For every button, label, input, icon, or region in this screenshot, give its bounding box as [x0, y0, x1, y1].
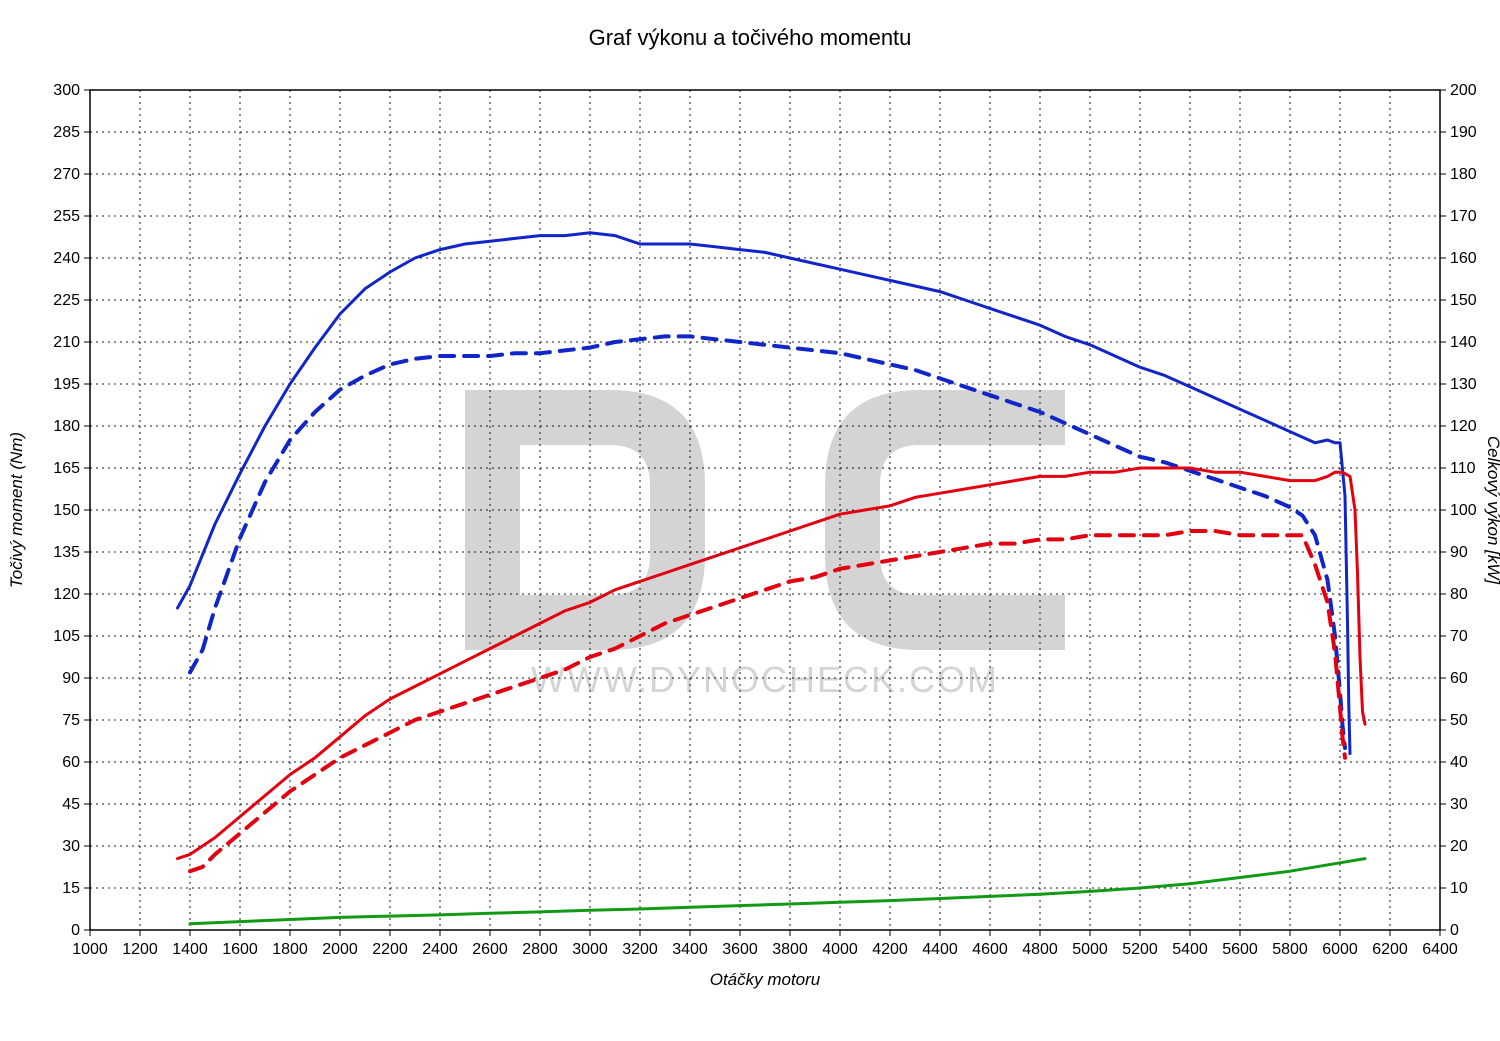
- y-left-tick-label: 240: [53, 250, 80, 267]
- y-left-tick-label: 0: [71, 922, 80, 939]
- y-right-tick-label: 70: [1450, 628, 1468, 645]
- y-left-tick-label: 150: [53, 502, 80, 519]
- y-right-ticks: 0 10 20 30 40 50 60 70 80 90 100 110 120 130 140 150 160…: [1440, 82, 1477, 939]
- x-tick-label: 2600: [472, 941, 508, 958]
- y-right-tick-label: 30: [1450, 796, 1468, 813]
- y-left-tick-label: 225: [53, 292, 80, 309]
- y-left-tick-label: 75: [62, 712, 80, 729]
- y-left-tick-label: 15: [62, 880, 80, 897]
- y-left-tick-label: 210: [53, 334, 80, 351]
- y-right-tick-label: 130: [1450, 376, 1477, 393]
- x-tick-label: 5600: [1222, 941, 1258, 958]
- x-tick-label: 6200: [1372, 941, 1408, 958]
- x-tick-label: 2000: [322, 941, 358, 958]
- x-tick-label: 4200: [872, 941, 908, 958]
- x-tick-label: 1200: [122, 941, 158, 958]
- x-tick-label: 1800: [272, 941, 308, 958]
- watermark-text: WWW.DYNOCHECK.COM: [531, 659, 999, 700]
- x-tick-label: 3000: [572, 941, 608, 958]
- y-left-tick-label: 60: [62, 754, 80, 771]
- y-left-tick-label: 105: [53, 628, 80, 645]
- y-right-tick-label: 190: [1450, 124, 1477, 141]
- x-tick-label: 3600: [722, 941, 758, 958]
- y-left-tick-label: 45: [62, 796, 80, 813]
- x-tick-label: 4800: [1022, 941, 1058, 958]
- x-tick-label: 5200: [1122, 941, 1158, 958]
- x-tick-label: 5400: [1172, 941, 1208, 958]
- y-left-tick-label: 300: [53, 82, 80, 99]
- y-left-tick-label: 195: [53, 376, 80, 393]
- y-right-tick-label: 110: [1450, 460, 1476, 477]
- y-right-tick-label: 40: [1450, 754, 1468, 771]
- x-tick-label: 3400: [672, 941, 708, 958]
- y-left-tick-label: 135: [53, 544, 80, 561]
- y-right-tick-label: 100: [1450, 502, 1477, 519]
- gridlines: [90, 90, 1440, 930]
- x-tick-label: 5000: [1072, 941, 1108, 958]
- dyno-chart: Graf výkonu a točivého momentu WWW.DYNOC…: [0, 0, 1500, 1041]
- y-left-tick-label: 180: [53, 418, 80, 435]
- y-right-tick-label: 180: [1450, 166, 1477, 183]
- y-left-tick-label: 285: [53, 124, 80, 141]
- y-right-tick-label: 140: [1450, 334, 1477, 351]
- x-tick-label: 1000: [72, 941, 108, 958]
- y-right-tick-label: 120: [1450, 418, 1477, 435]
- y-left-tick-label: 270: [53, 166, 80, 183]
- y-right-label: Celkový výkon [kW]: [1484, 436, 1500, 586]
- y-left-tick-label: 90: [62, 670, 80, 687]
- x-tick-label: 4000: [822, 941, 858, 958]
- x-tick-label: 6400: [1422, 941, 1458, 958]
- y-right-tick-label: 60: [1450, 670, 1468, 687]
- x-tick-label: 2800: [522, 941, 558, 958]
- data-series: [178, 233, 1366, 924]
- x-tick-label: 3800: [772, 941, 808, 958]
- y-right-tick-label: 20: [1450, 838, 1468, 855]
- x-axis-label: Otáčky motoru: [710, 970, 821, 989]
- y-left-tick-label: 165: [53, 460, 80, 477]
- x-tick-label: 1400: [172, 941, 208, 958]
- y-right-tick-label: 10: [1450, 880, 1468, 897]
- x-tick-label: 4400: [922, 941, 958, 958]
- series-green_line: [190, 859, 1365, 924]
- y-left-tick-label: 255: [53, 208, 80, 225]
- x-tick-label: 4600: [972, 941, 1008, 958]
- y-left-tick-label: 120: [53, 586, 80, 603]
- series-power_before_dashed_red: [190, 531, 1345, 871]
- x-tick-label: 2400: [422, 941, 458, 958]
- y-right-tick-label: 90: [1450, 544, 1468, 561]
- y-right-tick-label: 200: [1450, 82, 1477, 99]
- chart-title: Graf výkonu a točivého momentu: [589, 25, 912, 50]
- x-tick-label: 5800: [1272, 941, 1308, 958]
- y-right-tick-label: 0: [1450, 922, 1459, 939]
- y-right-tick-label: 160: [1450, 250, 1477, 267]
- y-right-tick-label: 80: [1450, 586, 1468, 603]
- y-left-label: Točivý moment (Nm): [7, 432, 26, 588]
- x-tick-label: 1600: [222, 941, 258, 958]
- x-tick-label: 6000: [1322, 941, 1358, 958]
- y-left-tick-label: 30: [62, 838, 80, 855]
- x-tick-label: 2200: [372, 941, 408, 958]
- y-left-ticks: 0 15 30 45 60 75 90 105 120 135 150 165 180 195 210 225…: [53, 82, 90, 939]
- y-right-tick-label: 50: [1450, 712, 1468, 729]
- x-tick-label: 3200: [622, 941, 658, 958]
- y-right-tick-label: 150: [1450, 292, 1477, 309]
- y-right-tick-label: 170: [1450, 208, 1477, 225]
- x-axis-ticks: 1000 1200 1400 1600 1800 2000 2200 2400 2600 2800…: [72, 930, 1458, 958]
